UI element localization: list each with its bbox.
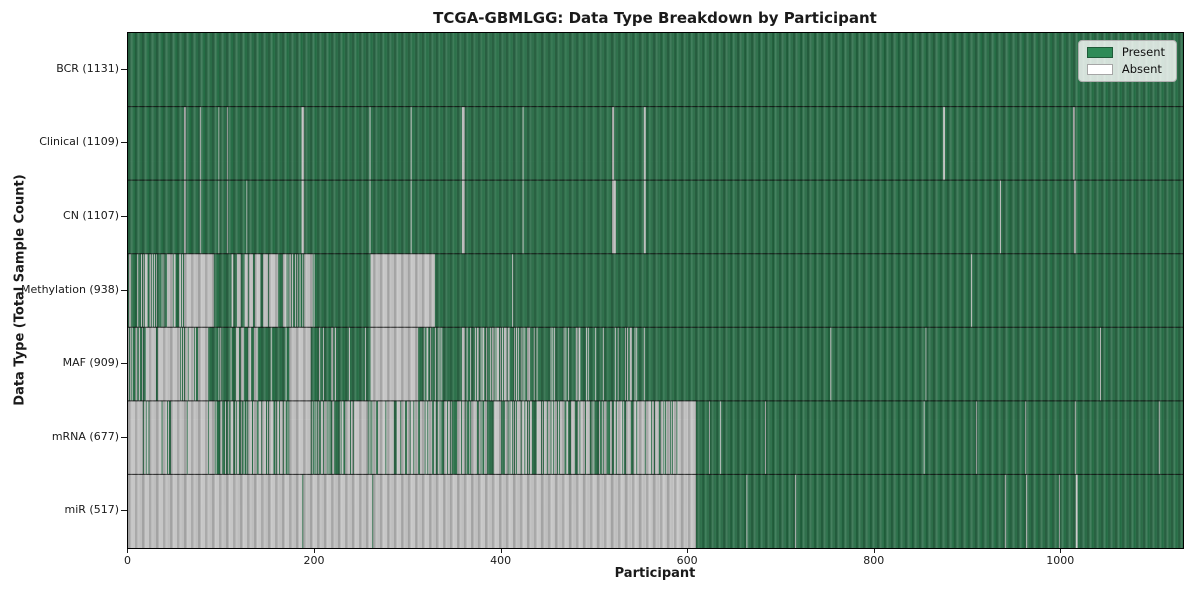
y-tick-label: miR (517) <box>64 503 120 517</box>
x-tick-label: 0 <box>123 554 131 567</box>
x-tick-mark <box>314 549 316 553</box>
y-tick-label: CN (1107) <box>63 208 119 222</box>
chart-title: TCGA-GBMLGG: Data Type Breakdown by Part… <box>433 9 877 27</box>
x-tick-label: 400 <box>490 554 512 567</box>
y-tick-label: mRNA (677) <box>51 429 119 443</box>
y-tick-mark <box>121 510 127 512</box>
x-tick-label: 200 <box>303 554 325 567</box>
legend-label-absent: Absent <box>1121 61 1162 76</box>
legend-label-present: Present <box>1121 45 1165 59</box>
legend: Present Absent <box>1077 40 1177 82</box>
y-tick-mark <box>121 289 127 291</box>
y-tick-label: Clinical (1109) <box>39 135 119 149</box>
x-tick-mark <box>1060 549 1062 553</box>
x-tick-mark <box>687 549 689 553</box>
y-tick-mark <box>121 142 127 144</box>
present-swatch <box>1086 47 1113 59</box>
absent-swatch <box>1086 63 1113 75</box>
y-tick-label: Methylation (938) <box>21 282 119 296</box>
x-axis-label: Participant <box>614 566 696 581</box>
x-tick-mark <box>873 549 875 553</box>
legend-item-present: Present <box>1086 45 1165 59</box>
plot-area: Present Absent <box>127 32 1184 549</box>
y-tick-label: MAF (909) <box>62 356 119 370</box>
presence-matrix-canvas <box>128 33 1183 548</box>
y-tick-mark <box>121 436 127 438</box>
x-tick-label: 600 <box>676 554 698 567</box>
y-tick-label: BCR (1131) <box>56 61 119 75</box>
legend-item-absent: Absent <box>1086 61 1165 76</box>
x-tick-mark <box>500 549 502 553</box>
x-tick-label: 1000 <box>1046 554 1075 567</box>
y-tick-mark <box>121 363 127 365</box>
x-tick-label: 800 <box>863 554 885 567</box>
x-tick-mark <box>127 549 129 553</box>
y-tick-mark <box>121 215 127 217</box>
y-tick-mark <box>121 68 127 70</box>
